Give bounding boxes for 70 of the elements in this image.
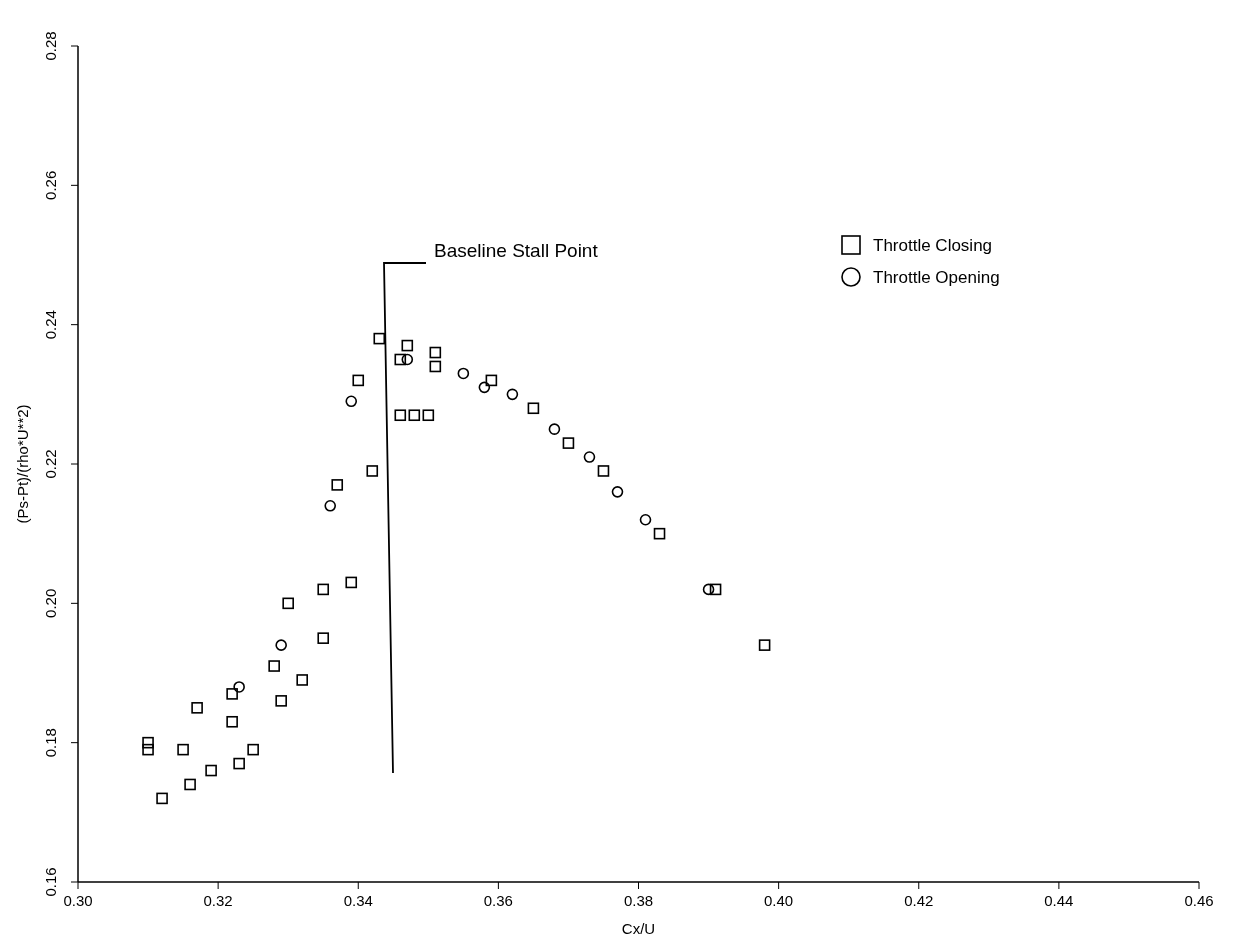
point bbox=[758, 639, 771, 651]
point bbox=[324, 500, 337, 512]
point bbox=[597, 465, 610, 477]
point bbox=[317, 632, 330, 644]
point bbox=[268, 660, 280, 672]
x-tick-label: 0.34 bbox=[343, 892, 373, 909]
x-tick-label: 0.40 bbox=[764, 892, 794, 909]
y-axis-title: (Ps-Pt)/(rho*U**2) bbox=[14, 404, 31, 524]
point bbox=[184, 778, 196, 791]
point bbox=[282, 597, 294, 610]
point bbox=[226, 715, 238, 728]
y-tick-label: 0.28 bbox=[42, 31, 59, 61]
point bbox=[394, 353, 407, 366]
point bbox=[639, 513, 652, 526]
point bbox=[485, 374, 498, 387]
point bbox=[702, 583, 715, 596]
x-tick-label: 0.36 bbox=[483, 892, 513, 909]
point bbox=[401, 353, 414, 366]
point bbox=[275, 639, 287, 651]
point bbox=[548, 423, 561, 435]
point bbox=[422, 409, 435, 422]
x-tick-label: 0.38 bbox=[623, 892, 654, 909]
point bbox=[506, 388, 519, 401]
point bbox=[394, 409, 407, 422]
x-tick-label: 0.30 bbox=[63, 892, 93, 909]
point bbox=[317, 583, 330, 596]
point bbox=[429, 360, 442, 373]
point bbox=[478, 381, 491, 394]
point bbox=[373, 332, 386, 345]
x-axis-title: Cx/U bbox=[621, 920, 656, 937]
point bbox=[709, 583, 722, 596]
point bbox=[331, 479, 344, 491]
legend-label: Throttle Opening bbox=[873, 268, 1000, 287]
point bbox=[156, 792, 168, 805]
point bbox=[429, 346, 442, 359]
point bbox=[233, 681, 245, 693]
point bbox=[177, 743, 189, 756]
point bbox=[142, 743, 154, 756]
x-tick-label: 0.32 bbox=[203, 892, 233, 909]
point bbox=[345, 395, 358, 408]
y-tick-label: 0.20 bbox=[42, 588, 59, 618]
annotation: Baseline Stall Point bbox=[434, 240, 599, 261]
x-tick-label: 0.44 bbox=[1044, 892, 1074, 909]
y-tick-label: 0.26 bbox=[42, 170, 59, 200]
point bbox=[611, 486, 624, 498]
point bbox=[345, 576, 358, 589]
point bbox=[275, 695, 287, 707]
point bbox=[653, 527, 666, 540]
point bbox=[366, 465, 379, 477]
point bbox=[583, 451, 596, 463]
point bbox=[562, 437, 575, 449]
point bbox=[142, 736, 154, 749]
point bbox=[233, 757, 245, 770]
y-tick-label: 0.18 bbox=[42, 728, 59, 758]
x-tick-label: 0.42 bbox=[904, 892, 934, 909]
y-tick-label: 0.22 bbox=[42, 449, 59, 479]
point bbox=[205, 764, 217, 777]
y-tick-label: 0.16 bbox=[42, 867, 59, 897]
y-tick-label: 0.24 bbox=[42, 310, 59, 340]
point bbox=[191, 702, 203, 714]
point bbox=[247, 743, 259, 756]
point bbox=[226, 688, 238, 700]
point bbox=[296, 674, 308, 686]
point bbox=[401, 339, 414, 352]
point bbox=[457, 367, 470, 380]
point bbox=[527, 402, 540, 415]
point bbox=[408, 409, 421, 422]
point bbox=[352, 374, 365, 387]
x-tick-label: 0.46 bbox=[1184, 892, 1214, 909]
legend-label: Throttle Closing bbox=[873, 236, 993, 255]
